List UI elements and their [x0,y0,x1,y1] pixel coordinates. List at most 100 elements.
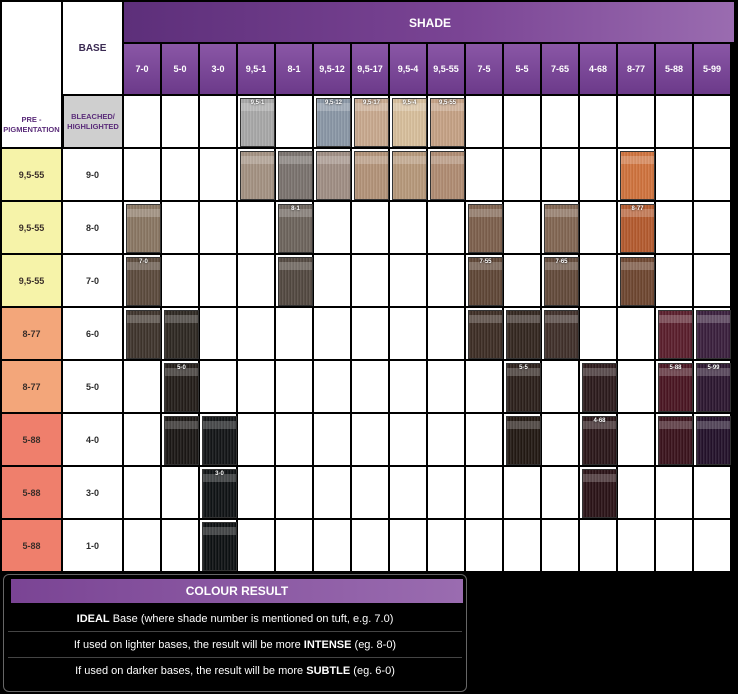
shade-column-header: 7-5 [466,44,502,94]
base-cell: 5-0 [63,361,122,412]
base-cell: 3-0 [63,467,122,518]
swatch-label: 5-88 [669,365,682,371]
shade-column-header: 5-5 [504,44,540,94]
swatch-sheen [697,315,730,323]
hair-swatch-tuft [582,469,617,518]
shade-grid-cell [352,361,388,412]
shade-grid-cell [542,414,578,465]
shade-grid-cell [618,361,654,412]
shade-grid-cell [542,96,578,147]
shade-grid-cell [390,255,426,306]
shade-grid-cell [428,520,464,571]
shade-column-header: 5-99 [694,44,730,94]
shade-grid-cell [352,520,388,571]
hair-swatch-tuft [468,204,503,253]
shade-column-header: 9,5-55 [428,44,464,94]
pre-pigmentation-cell: 9,5-55 [2,255,61,306]
shade-grid-cell: 3-0 [200,467,237,518]
hair-swatch-tuft: 4-68 [582,416,617,465]
shade-grid-cell [352,308,388,359]
shade-grid-cell [276,414,312,465]
shade-grid-cell [656,96,692,147]
bleached-base-cell: BLEACHED/ HIGHLIGHTED [64,96,122,147]
hair-swatch-tuft [126,310,161,359]
swatch-sheen [507,315,540,323]
shade-column-header: 9,5-1 [238,44,274,94]
shade-grid-cell [352,255,388,306]
hair-swatch-tuft: 9,5-4 [392,98,427,147]
legend-subtle-bold: SUBTLE [306,665,351,677]
shade-grid-cell [618,414,654,465]
shade-grid-cell [276,361,312,412]
swatch-sheen [127,315,160,323]
shade-grid-cell [238,149,275,200]
shade-grid-cell [428,202,464,253]
shade-grid-cell [390,308,426,359]
shade-grid-cell: 8-77 [618,202,655,253]
swatch-sheen [241,156,274,164]
shade-grid-cell: 7-65 [542,255,579,306]
swatch-sheen [697,421,730,429]
hair-swatch-tuft: 7-0 [126,257,161,306]
hair-swatch-tuft [696,416,731,465]
shade-column-header: 9,5-4 [390,44,426,94]
pre-pigmentation-label: PRE - PIGMENTATION [3,115,60,134]
shade-grid-cell [390,520,426,571]
hair-swatch-tuft [544,310,579,359]
swatch-sheen [545,209,578,217]
shade-grid-cell [162,202,198,253]
shade-grid-cell [618,467,654,518]
shade-grid-cell [618,96,654,147]
shade-column-header: 3-0 [200,44,236,94]
shade-grid-cell [314,414,350,465]
hair-swatch-tuft: 9,5-17 [354,98,389,147]
shade-grid-cell [504,414,541,465]
shade-grid-cell [352,467,388,518]
swatch-label: 3-0 [215,471,224,477]
swatch-sheen [697,368,730,376]
shade-grid-cell: 7-55 [466,255,503,306]
shade-grid-cell: 9,5-12 [314,96,351,147]
hair-swatch-tuft [430,151,465,200]
shade-grid-cell [542,149,578,200]
swatch-sheen [317,156,350,164]
legend-subtle-post: (eg. 6-0) [350,665,395,677]
swatch-sheen [507,421,540,429]
pre-pigmentation-cell: 9,5-55 [2,202,61,253]
hair-swatch-tuft: 8-1 [278,204,313,253]
legend-intense-pre: If used on lighter bases, the result wil… [73,639,304,651]
shade-grid-cell [162,96,198,147]
swatch-sheen [165,315,198,323]
hair-swatch-tuft [202,522,237,571]
shade-grid-cell [200,361,236,412]
shade-grid-cell [542,467,578,518]
swatch-sheen [659,368,692,376]
shade-grid-cell [124,149,160,200]
swatch-sheen [203,474,236,482]
shade-column-header: 9,5-12 [314,44,350,94]
shade-grid-cell [124,414,160,465]
shade-grid-cell [124,467,160,518]
shade-grid-cell [694,467,730,518]
shade-grid-cell [314,202,350,253]
shade-grid-cell [504,202,540,253]
shade-grid-cell [238,520,274,571]
shade-grid-cell [466,467,502,518]
shade-grid-cell [542,361,578,412]
hair-swatch-tuft [278,151,313,200]
hair-swatch-tuft [620,151,655,200]
swatch-sheen [279,209,312,217]
hair-swatch-tuft [316,151,351,200]
swatch-sheen [431,156,464,164]
swatch-label: 5-5 [519,365,528,371]
shade-grid-cell [428,467,464,518]
base-cell: 9-0 [63,149,122,200]
shade-grid-cell [276,149,313,200]
base-cell: 8-0 [63,202,122,253]
swatch-sheen [507,368,540,376]
shade-grid-cell [314,361,350,412]
hair-swatch-tuft [164,310,199,359]
shade-grid-cell [694,255,730,306]
pre-pigmentation-cell: 5-88 [2,414,61,465]
pre-pigmentation-cell: 5-88 [2,520,61,571]
